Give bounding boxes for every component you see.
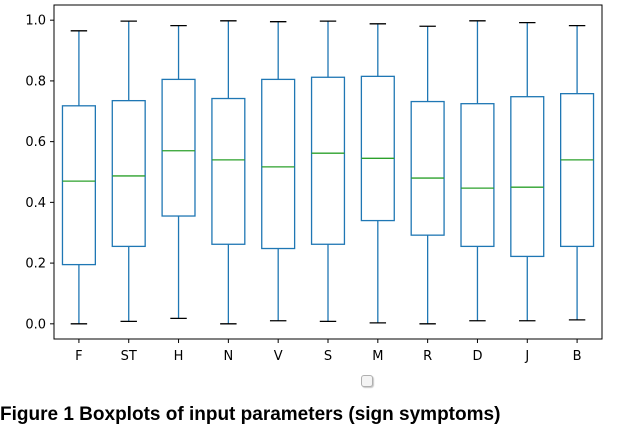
iqr-box <box>460 103 495 248</box>
x-axis: F ST H N V S M R D J B <box>75 339 582 364</box>
iqr-box <box>510 96 545 258</box>
x-tick-label: N <box>223 349 233 364</box>
iqr-box <box>410 100 445 236</box>
x-tick-label: F <box>75 349 82 364</box>
x-tick-label: D <box>472 349 482 364</box>
y-tick-label: 0.8 <box>25 74 46 89</box>
plot-area-frame <box>53 4 603 340</box>
y-tick-label: 0.0 <box>25 317 46 332</box>
x-tick-label: H <box>174 349 184 364</box>
x-tick-label: M <box>372 349 383 364</box>
y-axis: 0.0 0.2 0.4 0.6 0.8 1.0 <box>25 14 54 332</box>
box-d <box>460 20 495 322</box>
box-v <box>261 21 296 322</box>
iqr-box <box>310 76 346 245</box>
box-j <box>510 21 545 322</box>
iqr-box <box>261 78 296 250</box>
x-tick-label: V <box>274 349 283 364</box>
box-f <box>61 30 96 325</box>
y-tick-label: 0.4 <box>25 196 46 211</box>
iqr-box <box>111 99 146 248</box>
y-tick-label: 0.6 <box>25 135 46 150</box>
x-tick-label: ST <box>121 349 137 364</box>
y-tick-label: 0.2 <box>25 257 46 272</box>
iqr-box <box>560 93 595 248</box>
x-tick-label: B <box>573 349 582 364</box>
iqr-box <box>161 78 196 217</box>
box-h <box>161 24 196 320</box>
figure-caption: Figure 1 Boxplots of input parameters (s… <box>0 404 501 425</box>
box-b <box>560 24 595 321</box>
iqr-box <box>61 105 96 266</box>
comment-bubble-icon[interactable] <box>361 375 373 387</box>
iqr-box <box>211 97 246 245</box>
box-s <box>310 20 346 323</box>
box-m <box>360 23 395 324</box>
box-r <box>410 25 445 325</box>
box-n <box>211 20 246 325</box>
x-tick-label: J <box>524 349 529 364</box>
y-tick-label: 1.0 <box>25 14 46 29</box>
iqr-box <box>360 75 395 222</box>
x-tick-label: R <box>423 349 432 364</box>
box-st <box>111 20 146 323</box>
boxes-layer <box>61 20 595 325</box>
x-tick-label: S <box>324 349 332 364</box>
